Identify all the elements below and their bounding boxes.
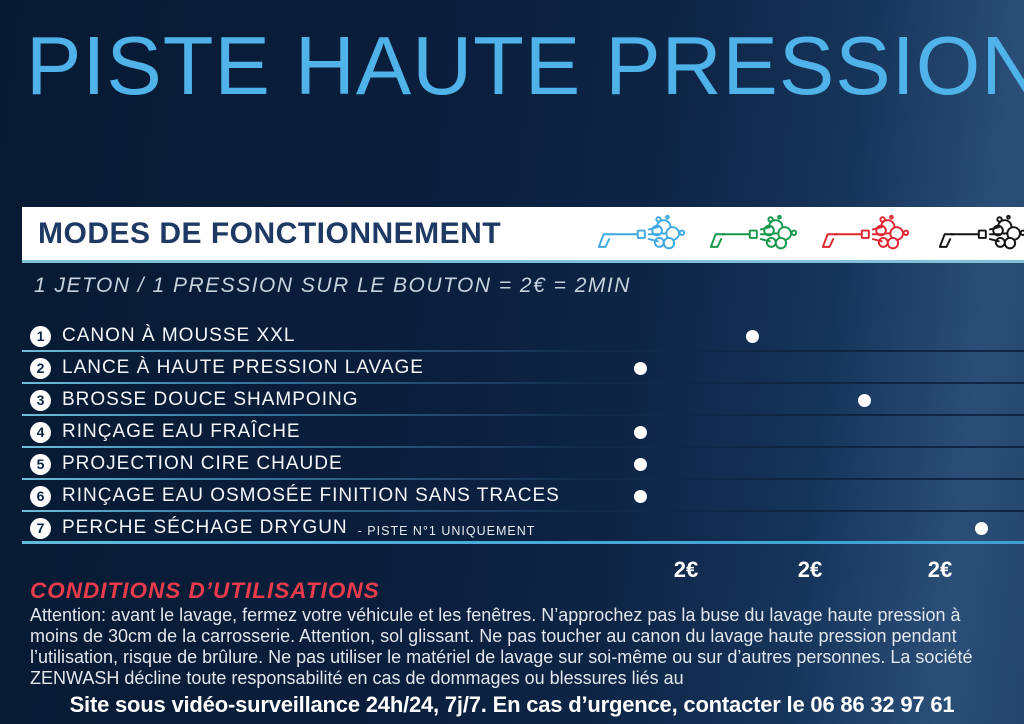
price-label: 2€	[927, 557, 953, 582]
token-price-subtitle: 1 JETON / 1 PRESSION SUR LE BOUTON = 2€ …	[34, 274, 631, 297]
mode-row-lance-haute-pression: 2 LANCE À HAUTE PRESSION LAVAGE	[22, 352, 1024, 384]
mode-number-badge: 5	[30, 453, 51, 475]
availability-dot	[858, 393, 871, 407]
mode-number-badge: 1	[30, 325, 51, 347]
spray-gun-green-icon	[709, 214, 798, 250]
price-label: 2€	[673, 557, 699, 582]
availability-dot	[746, 329, 759, 343]
mode-row-projection-cire: 5 PROJECTION CIRE CHAUDE	[22, 448, 1024, 480]
availability-dot	[634, 361, 647, 375]
mode-number-badge: 3	[30, 389, 51, 411]
mode-row-brosse-douce: 3 BROSSE DOUCE SHAMPOING	[22, 384, 1024, 416]
availability-dot	[634, 457, 647, 471]
price-label: 2€	[797, 557, 823, 582]
mode-label: CANON À MOUSSE XXL	[62, 325, 296, 346]
page-title: PISTE HAUTE PRESSION	[26, 19, 1024, 112]
conditions-heading: CONDITIONS D’UTILISATIONS	[30, 578, 380, 603]
mode-label: LANCE À HAUTE PRESSION LAVAGE	[62, 357, 424, 378]
availability-dot	[634, 425, 647, 439]
conditions-text: Attention: avant le lavage, fermez votre…	[30, 605, 973, 688]
price-row: 2€ 2€ 2€	[0, 557, 1024, 583]
mode-label: PROJECTION CIRE CHAUDE	[62, 453, 343, 474]
mode-number-badge: 4	[30, 421, 51, 443]
spray-gun-blue-icon	[597, 214, 686, 250]
mode-label: PERCHE SÉCHAGE DRYGUN	[62, 517, 348, 538]
modes-banner-heading: MODES DE FONCTIONNEMENT	[38, 216, 502, 250]
mode-label: RINÇAGE EAU OSMOSÉE FINITION SANS TRACES	[62, 485, 560, 506]
mode-number-badge: 7	[30, 517, 51, 539]
mode-row-perche-sechage: 7 PERCHE SÉCHAGE DRYGUN - PISTE N°1 UNIQ…	[22, 512, 1024, 544]
surveillance-footer: Site sous vidéo-surveillance 24h/24, 7j/…	[69, 692, 955, 717]
mode-label: BROSSE DOUCE SHAMPOING	[62, 389, 359, 410]
availability-dot	[634, 489, 647, 503]
mode-row-rincage-eau-fraiche: 4 RINÇAGE EAU FRAÎCHE	[22, 416, 1024, 448]
mode-note: - PISTE N°1 UNIQUEMENT	[357, 523, 536, 538]
spray-gun-red-icon	[821, 214, 910, 250]
modes-table: 1 CANON À MOUSSE XXL 2 LANCE À HAUTE PRE…	[22, 320, 1024, 544]
availability-dot	[975, 521, 988, 535]
mode-number-badge: 2	[30, 357, 51, 379]
mode-number-badge: 6	[30, 485, 51, 507]
mode-label: RINÇAGE EAU FRAÎCHE	[62, 421, 301, 442]
mode-row-canon-a-mousse: 1 CANON À MOUSSE XXL	[22, 320, 1024, 352]
spray-gun-black-icon	[938, 214, 1024, 250]
mode-row-rincage-osmosee: 6 RINÇAGE EAU OSMOSÉE FINITION SANS TRAC…	[22, 480, 1024, 512]
